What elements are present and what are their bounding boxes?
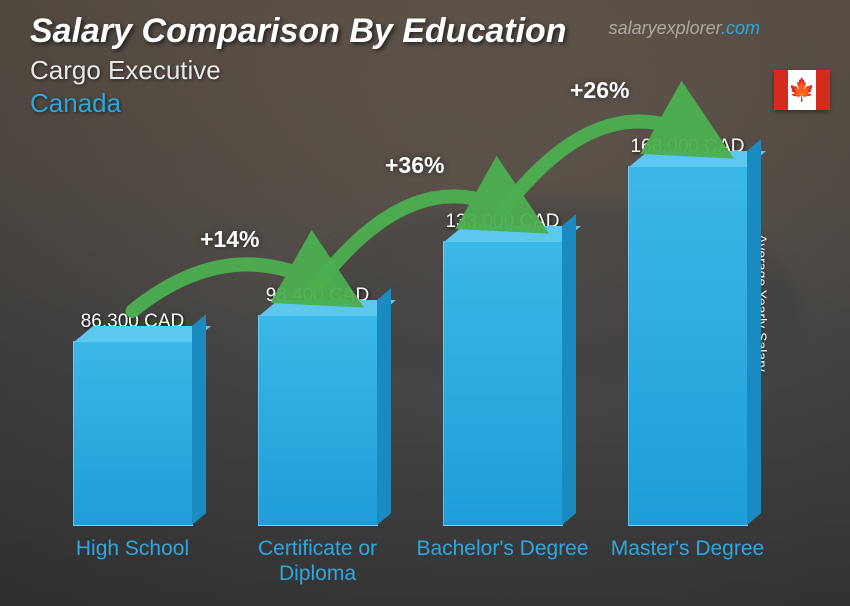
- bar-category-label: Bachelor's Degree: [416, 536, 588, 588]
- bar-group: 98,400 CADCertificate or Diploma: [225, 285, 410, 588]
- bar-group: 168,000 CADMaster's Degree: [595, 136, 780, 588]
- bar-category-label: Master's Degree: [611, 536, 764, 588]
- bar: [258, 315, 378, 526]
- bar-category-label: Certificate or Diploma: [225, 536, 410, 588]
- bar-category-label: High School: [76, 536, 189, 588]
- header: Salary Comparison By Education Cargo Exe…: [30, 12, 820, 119]
- bar: [73, 341, 193, 526]
- bar-chart: 86,300 CADHigh School98,400 CADCertifica…: [40, 148, 780, 588]
- bar-group: 133,000 CADBachelor's Degree: [410, 211, 595, 588]
- chart-subtitle: Cargo Executive: [30, 55, 820, 86]
- bar-group: 86,300 CADHigh School: [40, 311, 225, 588]
- chart-country: Canada: [30, 88, 820, 119]
- chart-title: Salary Comparison By Education: [30, 12, 820, 51]
- bar: [628, 166, 748, 526]
- bar: [443, 241, 563, 526]
